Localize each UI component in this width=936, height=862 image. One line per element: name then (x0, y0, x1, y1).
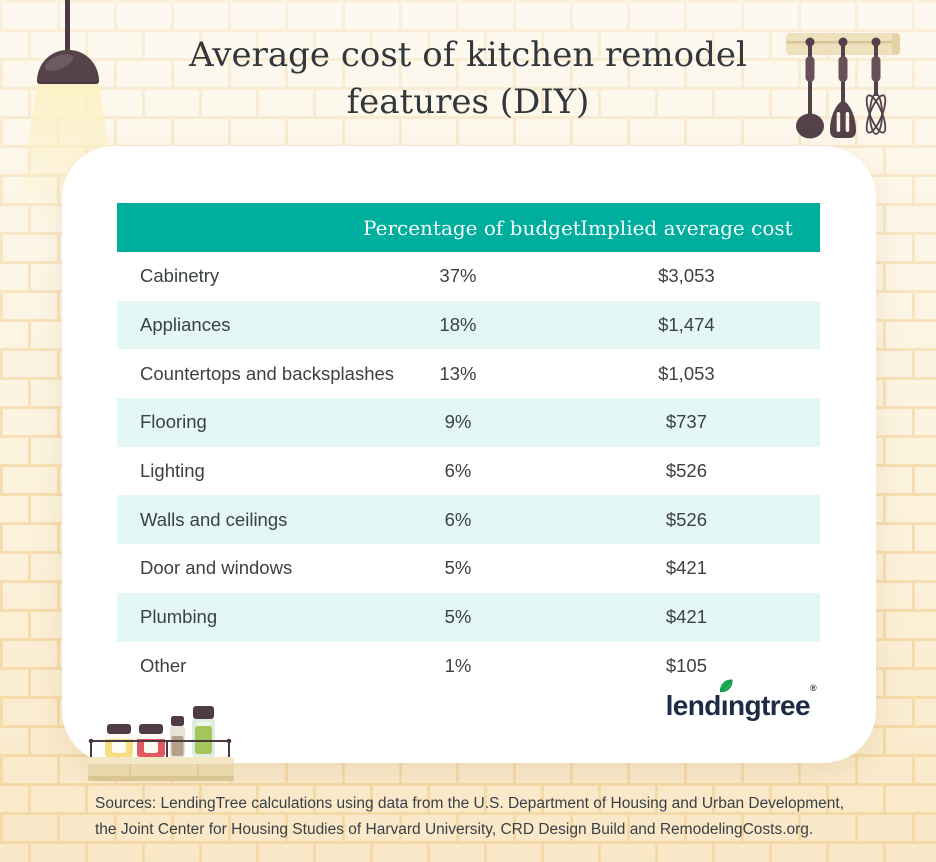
percent-cell: 5% (444, 557, 472, 579)
feature-cell: Countertops and backsplashes (140, 362, 395, 384)
feature-cell: Lighting (140, 460, 205, 482)
table-row: Other 1% $105 (117, 642, 820, 691)
feature-cell: Door and windows (140, 557, 293, 579)
table-row: Countertops and backsplashes 13% $1,053 (117, 349, 820, 398)
header-percentage: Percentage of budget (363, 215, 581, 240)
percent-cell: 1% (444, 654, 472, 676)
table-row: Plumbing 5% $421 (117, 592, 820, 642)
logo-registered-mark: ® (809, 683, 817, 693)
table-row: Appliances 18% $1,474 (117, 300, 820, 350)
cost-cell: $526 (665, 508, 707, 530)
table-row: Walls and ceilings 6% $526 (117, 495, 820, 545)
percent-cell: 5% (444, 606, 472, 628)
cost-table: Percentage of budget Implied average cos… (117, 203, 820, 690)
cost-cell: $421 (665, 606, 707, 628)
lamp-rod (65, 0, 70, 53)
header-implied-cost: Implied average cost (580, 215, 793, 240)
table-row: Cabinetry 37% $3,053 (117, 252, 820, 301)
feature-cell: Other (140, 654, 187, 676)
feature-cell: Flooring (140, 411, 207, 433)
cost-cell: $105 (665, 654, 707, 676)
feature-cell: Appliances (140, 314, 231, 336)
percent-cell: 18% (439, 314, 477, 336)
content-card: Percentage of budget Implied average cos… (62, 146, 876, 763)
cost-cell: $526 (665, 460, 707, 482)
table-row: Flooring 9% $737 (117, 398, 820, 447)
logo-text-part2: ı (720, 690, 729, 721)
page-title-line2: features (DIY) (346, 82, 590, 122)
percent-cell: 6% (444, 508, 472, 530)
feature-cell: Cabinetry (140, 265, 220, 287)
page-title: Average cost of kitchen remodel features… (0, 32, 936, 126)
percent-cell: 9% (444, 411, 472, 433)
page-title-line1: Average cost of kitchen remodel (189, 35, 747, 75)
table-row: Lighting 6% $526 (117, 447, 820, 496)
utensil-rack-icon (786, 33, 900, 139)
leaf-icon (719, 679, 733, 693)
lendingtree-logo: lend ı ngtree ® (665, 679, 817, 722)
percent-cell: 37% (439, 265, 477, 287)
cost-cell: $1,474 (658, 314, 715, 336)
feature-cell: Walls and ceilings (140, 508, 288, 530)
cost-cell: $421 (665, 557, 707, 579)
logo-text-part1: lend (665, 690, 722, 721)
table-row: Door and windows 5% $421 (117, 544, 820, 593)
feature-cell: Plumbing (140, 606, 218, 628)
table-header-row: Percentage of budget Implied average cos… (117, 203, 820, 252)
table-body: Cabinetry 37% $3,053 Appliances 18% $1,4… (117, 252, 820, 690)
cost-cell: $3,053 (658, 265, 715, 287)
pendant-lamp-icon (0, 0, 140, 100)
cost-cell: $1,053 (658, 362, 715, 384)
spice-rack-icon (88, 706, 234, 781)
percent-cell: 13% (439, 362, 477, 384)
cost-cell: $737 (665, 411, 707, 433)
logo-text-part3: ngtree (727, 690, 811, 721)
percent-cell: 6% (444, 460, 472, 482)
source-note: Sources: LendingTree calculations using … (95, 795, 845, 838)
